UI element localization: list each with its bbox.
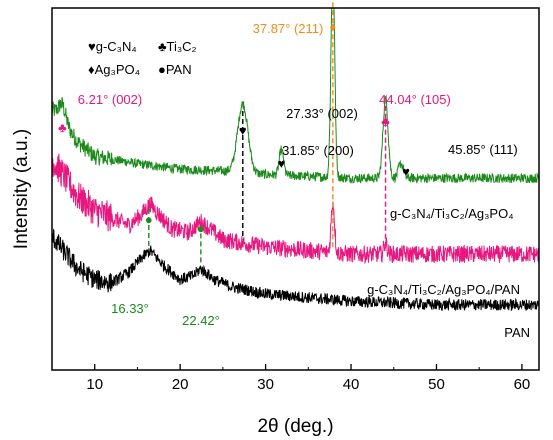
peak-marker-6-21: ♣ [58,120,67,135]
x-tick-label: 10 [86,376,103,393]
x-tick-label: 20 [172,376,189,393]
x-tick-label: 50 [428,376,445,393]
legend-entry-ti-c: ♣Ti₃C₂ [158,39,197,54]
peak-label-45-85: 45.85° (111) [448,142,518,157]
legend-entry-ag-po: ♦Ag₃PO₄ [88,62,140,77]
x-tick-label: 30 [257,376,274,393]
plot-frame [51,7,540,371]
peak-marker-31-85: ♥ [278,156,286,171]
peak-marker-16-33: ● [145,212,153,227]
x-axis: 10 20 30 40 50 60 [51,364,531,393]
series-labels: g-C₃N₄/Ti₃C₂/Ag₃PO₄ g-C₃N₄/Ti₃C₂/Ag₃PO₄/P… [367,206,530,340]
x-tick-label: 60 [514,376,531,393]
x-axis-title: 2θ (deg.) [257,416,333,437]
peak-label-16-33: 16.33° [111,301,149,316]
series-label-g-c3n4-ti3c2-ag3po4: g-C₃N₄/Ti₃C₂/Ag₃PO₄ [390,206,514,221]
peak-marker-45-85: ♥ [402,164,410,179]
peak-label-44-04: 44.04° (105) [379,92,451,107]
legend-entry-g-c-n: ♥g-C₃N₄ [88,39,137,54]
series-layer [52,8,539,312]
peak-annotations: ♣6.21° (002)♥27.33° (002)♥31.85° (200)♦3… [58,19,518,328]
peak-marker-22-42: ● [197,221,205,236]
legend-entry-pan: ●PAN [158,62,192,77]
peak-label-22-42: 22.42° [182,313,220,328]
y-axis-title: Intensity (a.u.) [11,129,32,249]
series-label-g-c3n4-ti3c2-ag3po4-pan: g-C₃N₄/Ti₃C₂/Ag₃PO₄/PAN [367,282,520,297]
peak-label-31-85: 31.85° (200) [282,143,354,158]
x-tick-label: 40 [343,376,360,393]
series-label-pan: PAN [504,325,530,340]
peak-label-27-33: 27.33° (002) [286,106,358,121]
series-line-g-c3n4-ti3c2-ag3po4 [52,8,539,184]
peak-label-6-21: 6.21° (002) [78,92,142,107]
series-line-pan [52,228,539,312]
legend: ♥g-C₃N₄ ♣Ti₃C₂ ♦Ag₃PO₄ ●PAN [88,39,197,77]
peak-marker-37-87: ♦ [330,19,337,34]
peak-marker-27-33: ♥ [239,123,247,138]
peak-label-37-87: 37.87° (211) [253,21,324,36]
guides-layer [148,0,387,266]
peak-marker-44-04: ♣ [381,114,390,129]
series-line-g-c3n4-ti3c2-ag3po4-pan [52,153,539,265]
